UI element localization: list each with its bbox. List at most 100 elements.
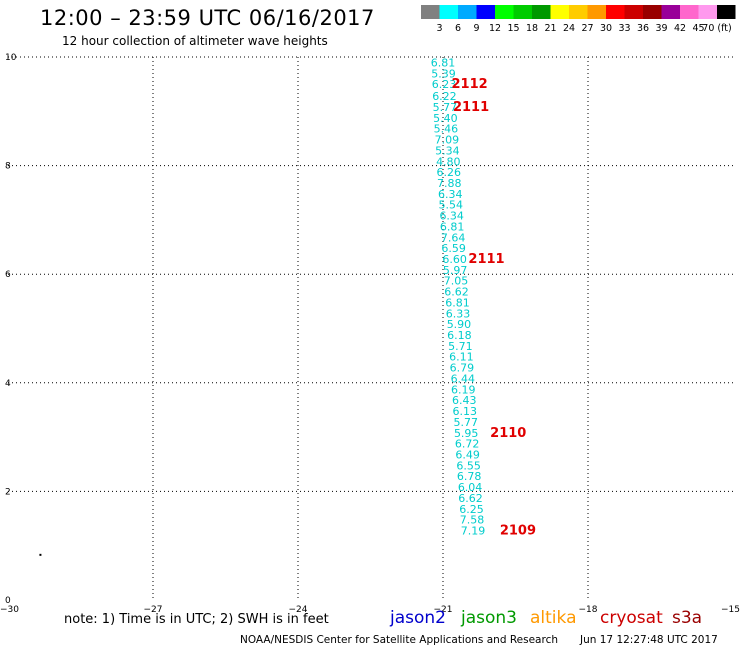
- wave-height-value: 6.25: [459, 503, 484, 516]
- color-scale-swatch: [643, 5, 662, 19]
- note-text: note: 1) Time is in UTC; 2) SWH is in fe…: [64, 612, 329, 627]
- y-tick-label: 6: [5, 270, 11, 280]
- legend-jason3: jason3: [461, 608, 517, 628]
- legend-s3a: s3a: [672, 608, 703, 628]
- wave-height-value: 6.43: [452, 394, 477, 407]
- wave-height-value: 7.05: [444, 275, 469, 288]
- color-scale-label: 21: [544, 23, 556, 34]
- wave-height-value: 6.81: [440, 220, 465, 233]
- x-tick-label: −18: [579, 605, 598, 615]
- wave-height-value: 6.34: [439, 210, 464, 223]
- wave-height-value: 7.58: [460, 514, 485, 527]
- color-scale-label: 27: [581, 23, 593, 34]
- wave-height-value: 6.04: [458, 481, 483, 494]
- wave-height-value: 5.34: [435, 144, 460, 157]
- pass-time-label: 2112: [451, 77, 487, 92]
- color-scale-swatch: [550, 5, 569, 19]
- color-scale-swatch: [532, 5, 551, 19]
- wave-height-value: 6.44: [451, 372, 476, 385]
- wave-height-value: 6.13: [453, 405, 478, 418]
- color-scale-swatch: [680, 5, 699, 19]
- wave-height-value: 5.54: [438, 199, 463, 212]
- wave-height-value: 5.95: [454, 427, 479, 440]
- x-tick-label: −21: [434, 605, 453, 615]
- wave-height-value: 6.62: [458, 492, 483, 505]
- color-scale-swatch: [421, 5, 440, 19]
- wave-height-value: 6.19: [451, 383, 476, 396]
- color-scale-label: 9: [473, 23, 479, 34]
- wave-height-value: 5.46: [434, 123, 459, 136]
- color-scale-label: 12: [489, 23, 501, 34]
- color-scale-label: 45: [692, 23, 704, 34]
- color-scale-swatch: [661, 5, 680, 19]
- legend-jason2: jason2: [390, 608, 446, 628]
- pass-time-label: 2111: [468, 252, 504, 267]
- x-tick-label: −15: [721, 605, 740, 615]
- credit-text: NOAA/NESDIS Center for Satellite Applica…: [240, 634, 558, 646]
- wave-height-value: 6.55: [456, 459, 481, 472]
- color-scale-label: 33: [618, 23, 630, 34]
- color-scale-label: 36: [637, 23, 649, 34]
- wave-height-value: 6.72: [455, 438, 480, 451]
- wave-height-value: 6.81: [445, 296, 470, 309]
- wave-height-value: 5.77: [433, 101, 458, 114]
- color-scale-swatch: [513, 5, 532, 19]
- wave-height-value: 6.26: [437, 166, 462, 179]
- wave-height-value: 6.18: [447, 329, 472, 342]
- wave-height-value: 7.88: [437, 177, 462, 190]
- color-scale-swatch: [495, 5, 514, 19]
- x-tick-label: −27: [144, 605, 163, 615]
- color-scale-swatch: [476, 5, 495, 19]
- color-scale-swatch: [624, 5, 643, 19]
- color-scale-swatch: [587, 5, 606, 19]
- x-tick-label: −30: [0, 605, 19, 615]
- color-scale-label: 70 (ft): [702, 23, 731, 34]
- wave-height-value: 6.23: [432, 78, 457, 91]
- wave-height-value: 6.78: [457, 470, 482, 483]
- wave-height-value: 6.62: [444, 286, 469, 299]
- color-scale-swatch: [458, 5, 477, 19]
- color-scale-swatch: [698, 5, 717, 19]
- y-tick-label: 2: [5, 487, 11, 497]
- wave-height-value: 6.34: [438, 188, 463, 201]
- pass-time-label: 2109: [500, 523, 536, 538]
- chart-subtitle: 12 hour collection of altimeter wave hei…: [62, 34, 328, 48]
- y-tick-label: 4: [5, 379, 11, 389]
- wave-height-value: 6.79: [450, 362, 475, 375]
- wave-height-value: 5.77: [453, 416, 478, 429]
- wave-height-value: 6.33: [446, 307, 471, 320]
- wave-height-value: 7.09: [435, 134, 460, 147]
- color-scale-label: 30: [600, 23, 612, 34]
- color-scale-label: 42: [674, 23, 686, 34]
- wave-height-value: 5.97: [443, 264, 468, 277]
- generated-timestamp: Jun 17 12:27:48 UTC 2017: [580, 634, 718, 646]
- wave-height-value: 7.64: [441, 231, 466, 244]
- chart-title: 12:00 – 23:59 UTC 06/16/2017: [40, 6, 375, 30]
- wave-height-value: 6.49: [455, 448, 480, 461]
- wave-height-value: 5.90: [447, 318, 472, 331]
- wave-height-value: 6.11: [449, 351, 474, 364]
- color-scale-label: 15: [507, 23, 519, 34]
- y-tick-label: 10: [5, 53, 17, 63]
- stray-mark: [39, 553, 42, 556]
- wave-height-value: 5.39: [431, 67, 456, 80]
- y-tick-label: 0: [5, 596, 11, 606]
- pass-time-label: 2111: [453, 100, 489, 115]
- wave-height-value: 5.71: [448, 340, 473, 353]
- color-scale-swatch: [569, 5, 588, 19]
- wave-height-value: 6.60: [442, 253, 467, 266]
- wave-height-value: 4.80: [436, 155, 461, 168]
- color-scale-label: 3: [436, 23, 442, 34]
- x-tick-label: −24: [289, 605, 308, 615]
- pass-time-label: 2110: [490, 426, 526, 441]
- color-scale-label: 18: [526, 23, 538, 34]
- legend-altika: altika: [530, 608, 577, 628]
- color-scale-swatch: [439, 5, 458, 19]
- color-scale-label: 39: [655, 23, 667, 34]
- legend-cryosat: cryosat: [600, 608, 663, 628]
- wave-height-value: 7.19: [461, 524, 486, 537]
- wave-height-value: 6.81: [431, 56, 456, 69]
- y-tick-label: 8: [5, 162, 11, 172]
